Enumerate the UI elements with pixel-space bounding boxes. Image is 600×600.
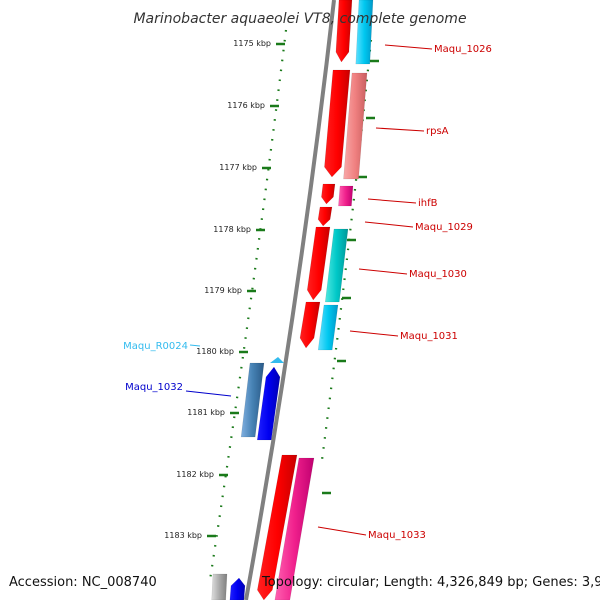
scale-tick-label: 1181 kbp — [187, 408, 225, 417]
backbone-arc — [244, 0, 336, 600]
gene-maqu-1029 — [317, 206, 333, 227]
gene-label-maqu-1032: Maqu_1032 — [125, 382, 183, 393]
rna-maqu-r0024 — [270, 357, 284, 363]
scale-dots-right — [320, 39, 373, 461]
gene-maqu-1030 — [306, 226, 331, 301]
label-leader — [358, 268, 408, 275]
gene-label-maqu-1026: Maqu_1026 — [434, 44, 492, 55]
label-leader — [364, 221, 414, 228]
scale-tick-label: 1180 kbp — [196, 347, 234, 356]
label-leader — [317, 526, 367, 536]
gene-ihfb — [321, 183, 336, 205]
topology-text: Topology: circular; Length: 4,326,849 bp… — [261, 575, 600, 590]
label-leader — [384, 44, 433, 50]
label-leader — [185, 390, 232, 397]
map-title: Marinobacter aquaeolei VT8, complete gen… — [133, 11, 466, 27]
label-leader — [375, 127, 425, 132]
backbone — [244, 0, 336, 600]
feature-maqu-1032 — [240, 362, 265, 438]
feature-rpsa — [343, 72, 368, 180]
label-leader — [367, 198, 417, 204]
gene-label-rpsa: rpsA — [426, 126, 449, 137]
accession-text: Accession: NC_008740 — [9, 575, 157, 590]
gene-label-maqu-1030: Maqu_1030 — [409, 269, 467, 280]
label-leader — [189, 344, 201, 347]
feature-maqu-1030 — [324, 228, 349, 303]
scale-tick-label: 1175 kbp — [233, 39, 271, 48]
scale-tick-label: 1177 kbp — [219, 163, 257, 172]
gene-maqu-1032 — [256, 366, 281, 441]
gene-labels: Maqu_1026 rpsA ihfB Maqu_1029 Maqu_1030 Maqu_… — [123, 44, 492, 541]
label-leaders — [185, 44, 433, 536]
scale-tick-label: 1183 kbp — [164, 531, 202, 540]
feature-reverse-lower — [211, 573, 228, 600]
scale-tick-label: 1176 kbp — [227, 101, 265, 110]
gene-label-maqu-1033: Maqu_1033 — [368, 530, 426, 541]
scale-tick-label: 1179 kbp — [204, 286, 242, 295]
gene-label-ihfb: ihfB — [418, 198, 438, 209]
gene-maqu-1026 — [335, 0, 353, 63]
feature-maqu-1031 — [317, 304, 339, 351]
label-leader — [349, 330, 399, 337]
scale-tick-label: 1182 kbp — [176, 470, 214, 479]
gene-label-maqu-1029: Maqu_1029 — [415, 222, 473, 233]
gene-features — [211, 0, 374, 600]
feature-maqu-1026 — [355, 0, 374, 65]
gene-rpsa — [324, 69, 351, 178]
feature-ihfb — [338, 185, 354, 207]
gene-maqu-1031 — [299, 301, 321, 349]
gene-reverse-lower — [229, 577, 246, 600]
scale-tick-label: 1178 kbp — [213, 225, 251, 234]
gene-label-maqu-r0024: Maqu_R0024 — [123, 341, 188, 352]
feature-maqu-1033 — [274, 457, 315, 600]
gene-label-maqu-1031: Maqu_1031 — [400, 331, 458, 342]
gene-maqu-1033 — [257, 454, 298, 600]
scale-ticks: 1175 kbp 1176 kbp 1177 kbp 1178 kbp 1179 kbp… — [164, 29, 379, 581]
